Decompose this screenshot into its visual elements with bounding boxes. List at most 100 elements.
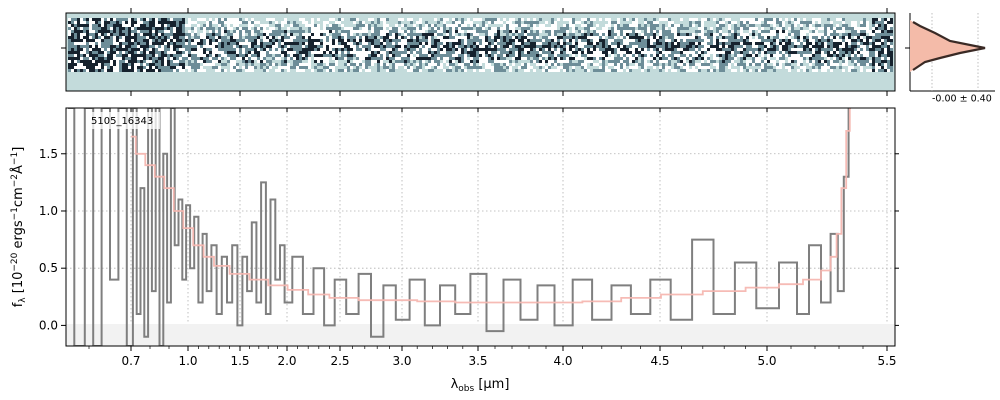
heatmap-cell (95, 21, 98, 24)
heatmap-cell (125, 27, 128, 30)
heatmap-cell (209, 42, 212, 45)
heatmap-cell (680, 66, 683, 69)
heatmap-cell (380, 30, 383, 33)
heatmap-cell (551, 36, 554, 39)
heatmap-cell (860, 33, 863, 36)
heatmap-cell (710, 39, 713, 42)
heatmap-cell (656, 18, 659, 21)
heatmap-cell (200, 45, 203, 48)
heatmap-cell (224, 39, 227, 42)
heatmap-cell (71, 21, 74, 24)
heatmap-cell (95, 60, 98, 63)
heatmap-cell (314, 45, 317, 48)
heatmap-cell (809, 63, 812, 66)
heatmap-cell (737, 30, 740, 33)
heatmap-cell (407, 51, 410, 54)
heatmap-cell (566, 21, 569, 24)
heatmap-cell (632, 69, 635, 72)
heatmap-cell (728, 42, 731, 45)
heatmap-cell (731, 18, 734, 21)
heatmap-cell (551, 69, 554, 72)
heatmap-cell (797, 63, 800, 66)
heatmap-cell (536, 54, 539, 57)
heatmap-cell (344, 51, 347, 54)
heatmap-cell (302, 21, 305, 24)
heatmap-cell (668, 60, 671, 63)
heatmap-cell (863, 69, 866, 72)
heatmap-cell (722, 33, 725, 36)
heatmap-cell (590, 63, 593, 66)
heatmap-cell (782, 18, 785, 21)
heatmap-cell (233, 48, 236, 51)
heatmap-cell (386, 42, 389, 45)
heatmap-cell (272, 48, 275, 51)
heatmap-cell (323, 33, 326, 36)
heatmap-cell (287, 30, 290, 33)
heatmap-cell (410, 18, 413, 21)
heatmap-cell (299, 45, 302, 48)
heatmap-cell (680, 18, 683, 21)
heatmap-cell (116, 39, 119, 42)
heatmap-cell (194, 69, 197, 72)
heatmap-cell (731, 63, 734, 66)
heatmap-cell (617, 45, 620, 48)
heatmap-cell (308, 54, 311, 57)
heatmap-cell (206, 66, 209, 69)
heatmap-cell (665, 48, 668, 51)
heatmap-cell (713, 18, 716, 21)
heatmap-cell (890, 54, 893, 57)
heatmap-cell (344, 27, 347, 30)
heatmap-cell (104, 45, 107, 48)
heatmap-cell (521, 42, 524, 45)
heatmap-cell (656, 33, 659, 36)
heatmap-cell (449, 57, 452, 60)
heatmap-cell (272, 51, 275, 54)
heatmap-cell (266, 48, 269, 51)
heatmap-cell (737, 33, 740, 36)
heatmap-cell (644, 66, 647, 69)
heatmap-cell (479, 66, 482, 69)
heatmap-cell (176, 57, 179, 60)
heatmap-cell (605, 51, 608, 54)
heatmap-cell (185, 51, 188, 54)
heatmap-cell (128, 18, 131, 21)
heatmap-cell (278, 45, 281, 48)
heatmap-cell (626, 27, 629, 30)
heatmap-cell (863, 66, 866, 69)
heatmap-cell (647, 42, 650, 45)
heatmap-cell (623, 63, 626, 66)
heatmap-cell (824, 30, 827, 33)
heatmap-cell (353, 45, 356, 48)
heatmap-cell (632, 42, 635, 45)
heatmap-cell (455, 30, 458, 33)
heatmap-cell (719, 45, 722, 48)
heatmap-cell (206, 48, 209, 51)
heatmap-cell (122, 66, 125, 69)
heatmap-cell (836, 66, 839, 69)
heatmap-cell (533, 36, 536, 39)
heatmap-cell (677, 57, 680, 60)
heatmap-cell (119, 27, 122, 30)
heatmap-cell (869, 45, 872, 48)
heatmap-cell (131, 30, 134, 33)
heatmap-cell (302, 63, 305, 66)
heatmap-cell (770, 30, 773, 33)
heatmap-cell (485, 33, 488, 36)
heatmap-cell (599, 30, 602, 33)
heatmap-cell (839, 69, 842, 72)
heatmap-cell (464, 30, 467, 33)
heatmap-cell (617, 51, 620, 54)
heatmap-cell (803, 69, 806, 72)
heatmap-cell (302, 39, 305, 42)
heatmap-cell (656, 39, 659, 42)
heatmap-cell (512, 54, 515, 57)
heatmap-cell (554, 48, 557, 51)
heatmap-cell (626, 57, 629, 60)
heatmap-cell (143, 39, 146, 42)
heatmap-cell (227, 18, 230, 21)
heatmap-cell (767, 24, 770, 27)
heatmap-cell (812, 63, 815, 66)
heatmap-cell (884, 42, 887, 45)
heatmap-cell (560, 48, 563, 51)
heatmap-cell (134, 18, 137, 21)
